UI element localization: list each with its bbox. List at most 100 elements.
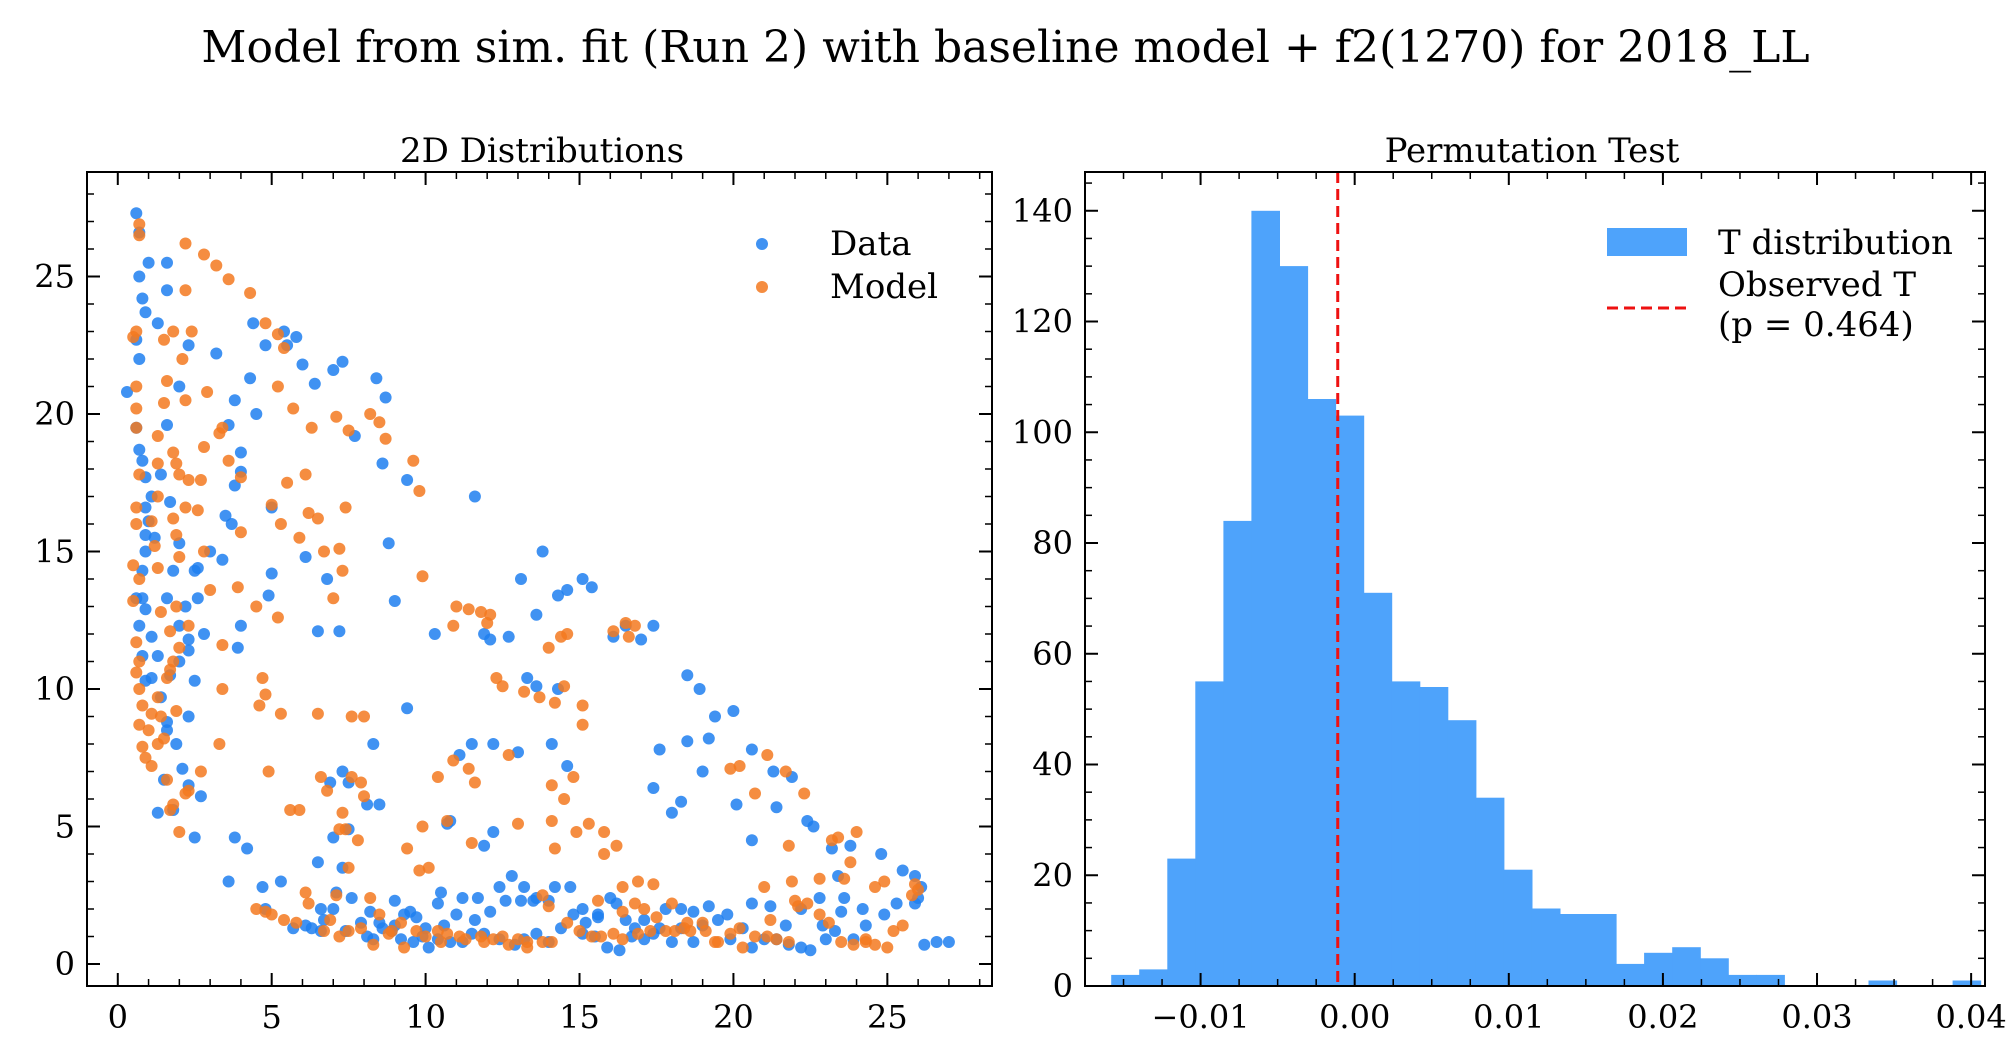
data-point [487, 738, 500, 750]
data-point [139, 529, 152, 541]
model-point [413, 485, 426, 497]
model-point [869, 881, 881, 893]
model-point [145, 760, 158, 772]
model-point [859, 933, 872, 946]
data-point [308, 377, 321, 390]
model-point [194, 474, 207, 486]
data-point [702, 732, 715, 745]
data-point [856, 903, 869, 915]
model-point [179, 284, 192, 297]
data-point [225, 518, 238, 530]
model-point [339, 501, 352, 514]
data-point [896, 864, 909, 877]
data-point [653, 743, 666, 756]
model-point [749, 787, 761, 800]
scatter-x-tick-label: 10 [405, 998, 446, 1036]
data-point [250, 408, 263, 420]
model-point [170, 529, 183, 541]
model-point [628, 619, 641, 632]
model-point [798, 787, 811, 800]
model-point [271, 328, 284, 341]
scatter-panel-title: 2D Distributions [400, 131, 684, 171]
data-point [478, 839, 491, 852]
model-point [139, 751, 152, 764]
model-point [650, 911, 663, 924]
data-point [139, 545, 152, 558]
model-point [198, 441, 210, 453]
data-point [327, 831, 340, 844]
model-point [373, 416, 386, 429]
model-point [487, 933, 500, 946]
model-point [142, 724, 155, 737]
data-point [210, 347, 223, 360]
model-point [542, 900, 555, 913]
scatter-x-tick-label: 15 [559, 998, 600, 1036]
model-point [164, 625, 177, 638]
data-point [142, 256, 155, 269]
data-point [819, 933, 832, 946]
model-point [278, 914, 290, 926]
data-point [502, 630, 515, 643]
model-point [170, 457, 183, 470]
legend-data-label: Data [830, 224, 911, 264]
model-point [314, 771, 327, 783]
data-point [499, 894, 512, 907]
histogram-bar [1588, 914, 1617, 986]
histogram-x-tick-label: 0.04 [1936, 998, 2007, 1036]
model-point [561, 916, 574, 929]
model-point [136, 740, 149, 753]
data-point [613, 944, 626, 957]
model-point [130, 636, 143, 649]
model-point [881, 941, 894, 954]
data-point [721, 908, 734, 921]
data-point [545, 738, 558, 750]
model-point [234, 526, 247, 539]
model-point [521, 941, 534, 954]
data-point [407, 936, 420, 948]
model-point [173, 468, 186, 481]
data-point [311, 625, 324, 638]
model-point [512, 933, 524, 946]
data-point [431, 897, 444, 910]
model-point [835, 936, 848, 948]
data-point [259, 339, 272, 352]
model-point [170, 705, 183, 717]
data-point [675, 903, 688, 915]
model-point [130, 501, 143, 514]
data-point [136, 454, 149, 467]
data-point [296, 358, 309, 371]
model-point [779, 765, 792, 778]
model-point [792, 900, 805, 913]
model-point [158, 397, 170, 409]
data-point [388, 894, 401, 907]
model-point [133, 468, 146, 481]
data-point [515, 894, 527, 907]
model-point [496, 680, 509, 693]
model-point [213, 427, 226, 440]
model-point [154, 606, 167, 618]
model-point [191, 504, 204, 517]
model-point [724, 762, 737, 775]
data-point [336, 355, 349, 368]
model-point [431, 925, 444, 937]
model-point [130, 518, 143, 530]
data-point [274, 875, 287, 888]
data-point [188, 564, 201, 577]
model-point [213, 738, 226, 750]
data-point [373, 798, 386, 811]
data-point [145, 672, 158, 684]
data-point [133, 443, 146, 456]
histogram-bar [1728, 974, 1757, 986]
model-point [595, 930, 608, 943]
histogram-bar [1223, 520, 1252, 986]
model-point [133, 718, 146, 731]
data-point [410, 911, 423, 924]
model-point [847, 938, 860, 951]
model-point [234, 471, 247, 484]
model-point [582, 817, 595, 830]
model-point [336, 564, 349, 577]
data-point [151, 650, 164, 662]
data-point [299, 919, 312, 932]
model-point [179, 394, 192, 407]
data-point [198, 628, 210, 640]
